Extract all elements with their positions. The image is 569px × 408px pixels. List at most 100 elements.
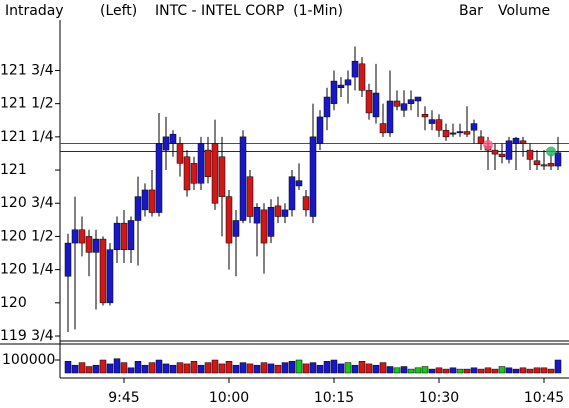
volume-bar — [113, 358, 121, 374]
candle-body — [127, 220, 135, 250]
volume-bar — [267, 363, 275, 374]
candle-body — [176, 143, 184, 164]
volume-bar — [141, 364, 149, 374]
volume-bar — [554, 359, 562, 374]
candle-body — [463, 131, 471, 135]
candle-body — [526, 149, 534, 160]
candle-body — [155, 143, 163, 213]
candle-body — [64, 242, 72, 277]
candle-body — [393, 100, 401, 107]
candle-body — [344, 79, 352, 86]
volume-bar — [386, 366, 394, 374]
candle-body — [498, 153, 506, 158]
candle-body — [316, 116, 324, 144]
candle-body — [386, 100, 394, 134]
volume-bar — [505, 367, 513, 374]
volume-bar — [407, 368, 415, 374]
candle-body — [491, 149, 499, 155]
volume-bar — [288, 361, 296, 374]
volume-bar — [498, 366, 506, 374]
volume-bar — [232, 364, 240, 374]
volume-bar — [211, 359, 219, 374]
candle-body — [435, 119, 443, 131]
candle-body — [71, 229, 79, 244]
y-tick-label: 119 3/4 — [0, 328, 54, 344]
volume-bar — [533, 367, 541, 374]
candle-body — [99, 238, 107, 304]
volume-bar — [428, 368, 436, 374]
candle-body — [85, 236, 93, 253]
volume-bar — [162, 363, 170, 374]
volume-bar — [344, 362, 352, 374]
candle-body — [302, 196, 310, 211]
volume-bar — [281, 362, 289, 374]
side-label: (Left) — [100, 3, 137, 19]
x-tick-label: 10:45 — [524, 390, 564, 406]
candle-body — [288, 176, 296, 211]
candle-body — [218, 156, 226, 197]
y-tick-label: 120 1/4 — [0, 262, 54, 278]
volume-bar — [463, 368, 471, 374]
volume-bar — [547, 368, 555, 374]
x-tick-label: 10:00 — [209, 390, 249, 406]
y-tick-label: 121 — [0, 162, 27, 178]
candle-body — [519, 140, 527, 144]
candle-body — [365, 90, 373, 114]
candle-body — [232, 220, 240, 237]
volume-bar — [393, 367, 401, 374]
candle-body — [78, 229, 86, 244]
volume-bar — [421, 366, 429, 374]
x-tick-label: 10:15 — [314, 390, 354, 406]
volume-bar — [358, 361, 366, 374]
volume-bar — [183, 363, 191, 374]
candle-body — [337, 84, 345, 88]
volume-bar — [414, 367, 422, 374]
candle-body — [442, 129, 450, 138]
volume-bar — [204, 362, 212, 374]
candle-body — [512, 137, 520, 144]
volume-bar — [274, 364, 282, 374]
candle-body — [358, 63, 366, 91]
marker — [483, 139, 493, 150]
candle-body — [449, 132, 457, 135]
candle-body — [225, 196, 233, 244]
candle-body — [533, 160, 541, 165]
volume-bar — [120, 362, 128, 374]
volume-bar — [400, 366, 408, 374]
candle-body — [421, 114, 429, 118]
volume-bar — [477, 368, 485, 374]
volume-bar — [260, 362, 268, 374]
x-tick-label: 10:30 — [419, 390, 459, 406]
volume-bar — [190, 361, 198, 374]
volume-bar — [246, 363, 254, 374]
volume-bar — [456, 368, 464, 374]
volume-bar — [295, 359, 303, 374]
candle-body — [106, 249, 114, 304]
candle-body — [309, 136, 317, 217]
volume-bar — [526, 368, 534, 374]
volume-bar — [379, 362, 387, 374]
volume-bar — [127, 367, 135, 374]
candle-body — [134, 196, 142, 221]
volume-bar — [92, 364, 100, 374]
volume-bar — [197, 364, 205, 374]
volume-bar — [99, 359, 107, 374]
candle-body — [169, 133, 177, 144]
style-label: Bar — [459, 3, 483, 19]
y-tick-label: 120 3/4 — [0, 195, 54, 211]
candle-body — [239, 136, 247, 221]
candle-body — [120, 222, 128, 250]
candle-body — [274, 205, 282, 217]
candle-body — [407, 99, 415, 104]
mode-label: Intraday — [5, 3, 64, 19]
volume-bar — [134, 361, 142, 374]
volume-bar — [239, 362, 247, 374]
volume-bar — [435, 367, 443, 374]
volume-bar — [449, 367, 457, 374]
candle-body — [204, 149, 212, 177]
candle-body — [92, 238, 100, 253]
candle-body — [148, 189, 156, 213]
candle-body — [470, 123, 478, 131]
volume-bar — [351, 364, 359, 374]
